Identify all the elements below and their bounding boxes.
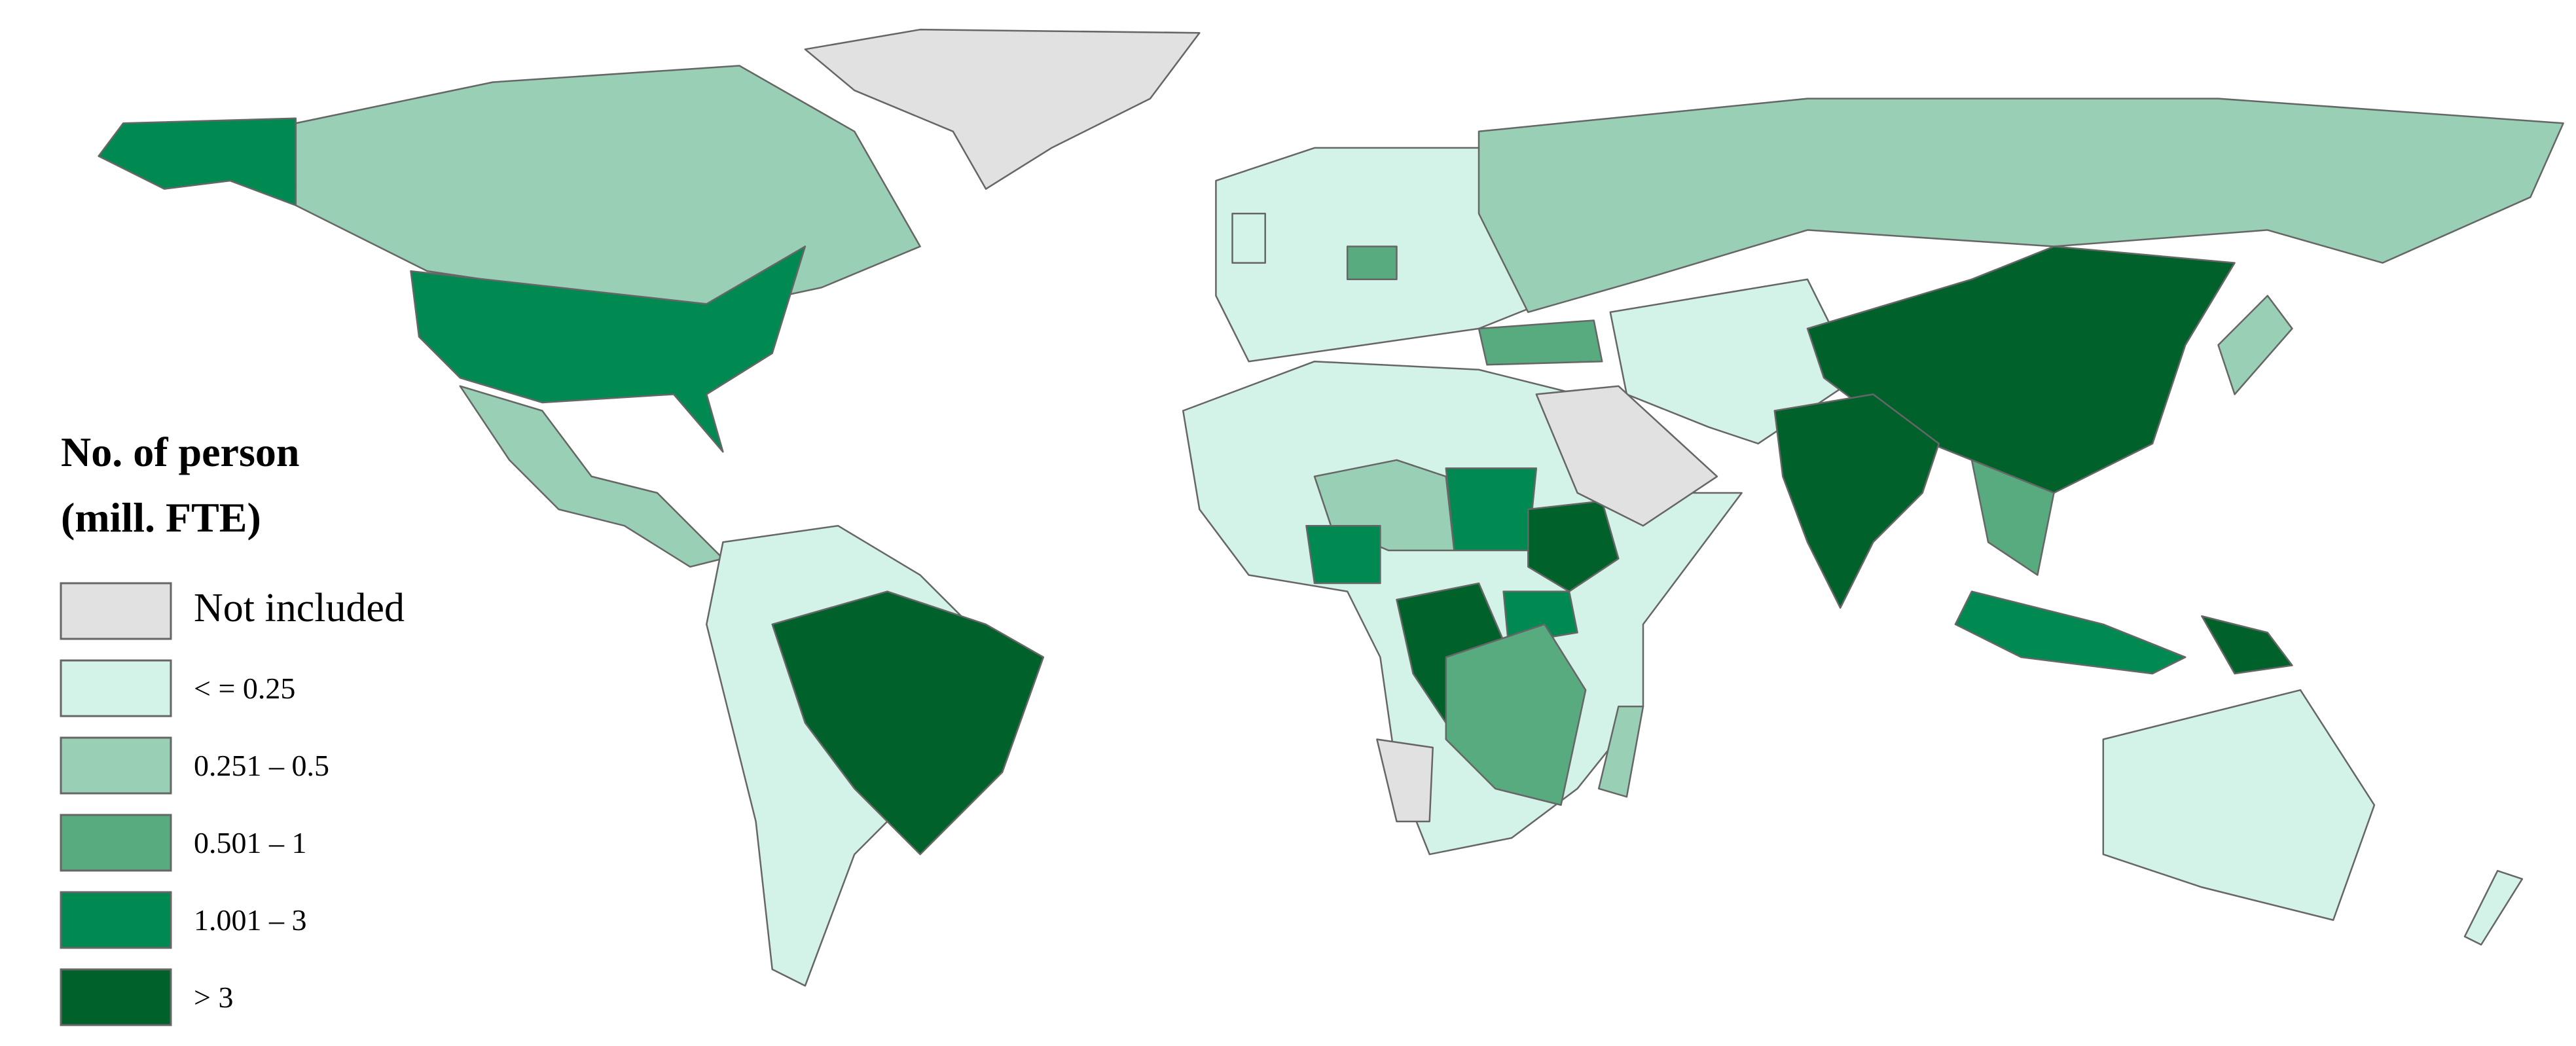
namibia [1376,738,1434,823]
nigeria [1305,524,1381,585]
legend-title: (mill. FTE) [61,494,261,541]
legend-title: No. of person [61,429,299,475]
east-africa [1502,590,1578,645]
legend-swatch [60,891,172,949]
sudan [1445,467,1538,552]
russia [1478,98,2564,314]
madagascar [1597,706,1644,798]
legend-label: < = 0.25 [194,672,295,705]
legend-swatch [60,814,172,872]
papua [2201,615,2293,675]
legend-swatch [60,968,172,1026]
arabia [1535,385,1718,527]
australia [2102,689,2376,921]
mexico-central-america [459,385,724,568]
usa [410,245,807,453]
ethiopia [1527,500,1620,592]
legend-label: > 3 [194,981,233,1014]
poland [1346,245,1398,280]
legend-label: 1.001 – 3 [194,903,307,937]
legend-label: Not included [194,586,405,630]
legend-label: 0.501 – 1 [194,826,307,859]
turkey [1478,319,1603,366]
new-zealand [2463,870,2524,946]
world-map [98,28,2564,987]
japan [2217,295,2293,395]
uk-ireland [1231,213,1266,264]
greenland [804,28,1201,190]
canada [295,65,921,314]
southeast-asia [1970,459,2055,576]
legend-label: 0.251 – 0.5 [194,749,329,782]
legend-swatch [60,659,172,717]
legend: No. of person (mill. FTE) Not included < … [60,429,405,1026]
legend-swatch [60,736,172,795]
indonesia [1954,590,2186,675]
india [1773,393,1940,609]
alaska [98,117,297,207]
southeast-africa [1445,623,1587,806]
brazil [771,590,1045,856]
legend-swatch [60,582,172,640]
